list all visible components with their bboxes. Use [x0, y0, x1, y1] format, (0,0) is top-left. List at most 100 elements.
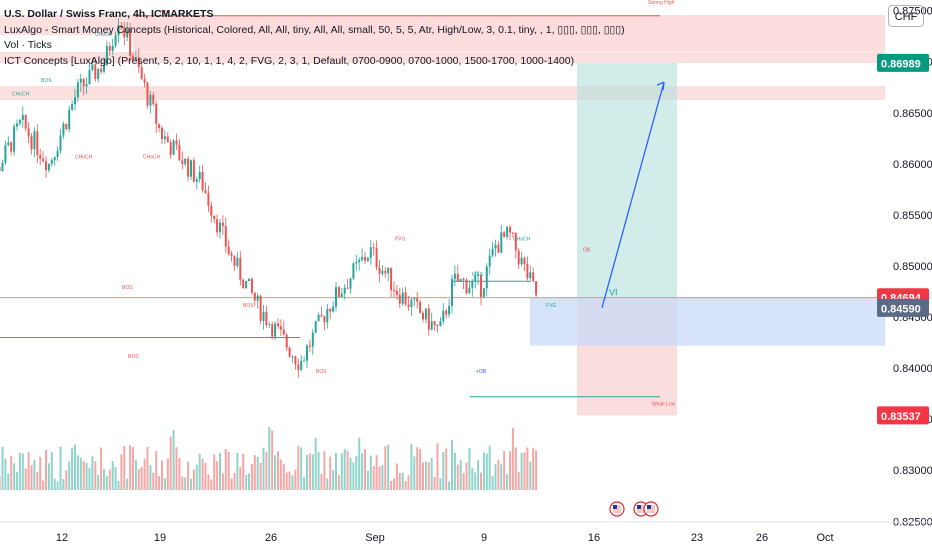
volume-bar: [236, 452, 239, 490]
volume-bar: [335, 452, 337, 490]
volume-bar: [288, 471, 291, 490]
volume-bar: [320, 473, 323, 490]
volume-bar: [430, 458, 433, 490]
volume-bar: [390, 481, 393, 490]
candle: [97, 68, 100, 79]
candle: [108, 46, 111, 52]
candle: [320, 314, 323, 317]
candle: [152, 94, 155, 104]
volume-bar: [311, 454, 314, 490]
volume-bar: [195, 464, 198, 490]
candle: [221, 222, 224, 227]
candle: [53, 156, 56, 161]
candle: [1, 162, 4, 172]
candle: [439, 321, 442, 326]
candle: [453, 273, 456, 279]
candle: [187, 158, 190, 177]
candle: [393, 290, 395, 292]
volume-bar: [184, 477, 187, 490]
ict-indicator-label[interactable]: ICT Concepts [LuxAlgo] (Present, 5, 2, 1…: [4, 54, 575, 67]
weak-low-label: Weak Low: [652, 402, 676, 408]
volume-bar: [68, 461, 71, 490]
volume-bar: [323, 451, 326, 490]
volume-bar: [213, 454, 216, 490]
fvg-label: FVG: [546, 303, 556, 309]
volume-bar: [259, 462, 262, 490]
volume-bar: [271, 430, 274, 490]
volume-bar: [42, 480, 45, 490]
candle: [480, 274, 482, 297]
event-flag-canton: [613, 505, 617, 509]
candle: [471, 280, 474, 288]
symbol-title[interactable]: U.S. Dollar / Swiss Franc, 4h, ICMARKETS: [4, 8, 214, 20]
volume-bar: [85, 462, 88, 490]
y-tick-label: 0.84000: [893, 363, 932, 375]
currency-button[interactable]: CHF: [888, 5, 924, 27]
volume-bar: [349, 457, 352, 490]
volume-bar: [474, 472, 477, 490]
volume-bar: [250, 463, 253, 490]
volume-bar: [207, 474, 210, 490]
candle: [0, 166, 1, 172]
volume-bar: [24, 468, 27, 490]
candle: [59, 135, 62, 151]
candle: [326, 308, 329, 323]
x-tick-label: 19: [154, 532, 166, 544]
candle: [149, 94, 152, 106]
volume-bar: [172, 430, 175, 490]
volume-bar: [239, 466, 242, 490]
event-flag-icon: [609, 501, 625, 517]
volume-bar: [422, 462, 424, 490]
volume-bar: [523, 452, 526, 490]
candle: [465, 280, 468, 294]
candle: [381, 270, 384, 274]
candle: [485, 266, 488, 289]
volume-bar: [62, 479, 65, 490]
volume-bar: [161, 460, 163, 490]
candle: [143, 78, 146, 83]
volume-bar: [340, 453, 343, 490]
candle: [340, 293, 343, 297]
volume-bar: [21, 453, 24, 490]
candle: [346, 287, 349, 289]
candle: [343, 287, 346, 294]
event-flag-icon: [643, 501, 659, 517]
candle: [7, 142, 10, 146]
volume-bar: [488, 445, 491, 490]
volume-bar: [297, 445, 300, 490]
smc-indicator-label[interactable]: LuxAlgo - Smart Money Concepts (Historic…: [4, 23, 625, 36]
candle: [18, 119, 21, 124]
candle: [207, 192, 210, 206]
candle: [178, 144, 181, 161]
candle: [224, 226, 227, 247]
candle: [126, 29, 129, 38]
volume-bar: [337, 475, 340, 490]
volume-bar: [361, 453, 364, 490]
candle: [291, 356, 294, 358]
candle: [82, 78, 85, 87]
candle: [117, 25, 120, 36]
volume-bar: [137, 469, 140, 490]
volume-bar: [245, 475, 248, 490]
volume-bar: [36, 471, 39, 490]
event-flag-canton: [637, 505, 641, 509]
price-tag-entry: [877, 298, 929, 317]
volume-bar: [82, 460, 85, 490]
x-tick-label: Sep: [365, 532, 385, 544]
candle: [352, 263, 355, 279]
volume-bar: [233, 472, 236, 490]
volume-bar: [120, 454, 123, 490]
volume-bar: [230, 478, 233, 490]
volume-indicator-label[interactable]: Vol · Ticks: [4, 39, 52, 51]
candle: [47, 163, 50, 171]
volume-bar: [1, 446, 4, 490]
candle: [233, 255, 236, 266]
candle: [308, 345, 311, 347]
candle: [369, 247, 372, 259]
candle: [509, 227, 511, 233]
volume-bar: [39, 456, 42, 490]
volume-bar: [416, 447, 419, 490]
candle: [424, 308, 427, 320]
candle: [175, 140, 178, 145]
